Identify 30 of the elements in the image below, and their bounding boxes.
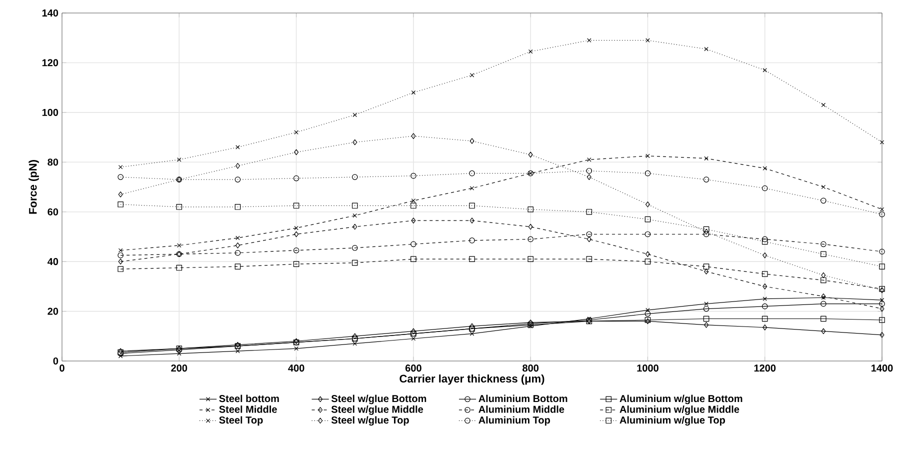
y-tick-label: 100 (42, 108, 58, 116)
legend-label: Aluminium w/glue Middle (620, 406, 740, 415)
legend-label: Steel w/glue Top (331, 416, 409, 426)
y-axis-title: Force (pN) (28, 160, 39, 214)
legend-label: Aluminium Middle (478, 406, 564, 413)
x-tick-label: 400 (288, 364, 304, 372)
x-tick-label: 1400 (872, 364, 893, 372)
legend-label: Aluminium w/glue Top (620, 416, 725, 426)
y-tick-label: 0 (53, 357, 58, 365)
legend-label: Aluminium w/glue Bottom (620, 394, 742, 404)
legend-label: Steel w/glue Bottom (331, 394, 426, 404)
x-tick-label: 600 (405, 364, 422, 372)
x-tick-label: 800 (522, 364, 539, 372)
y-tick-label: 140 (42, 9, 58, 17)
x-tick-label: 1200 (754, 364, 776, 372)
legend-label: Aluminium Bottom (478, 394, 568, 402)
legend-label: Steel w/glue Middle (331, 406, 424, 415)
legend-label: Aluminium Top (478, 416, 550, 426)
y-tick-label: 60 (48, 208, 58, 216)
y-tick-label: 120 (42, 59, 58, 66)
x-tick-label: 200 (171, 364, 188, 372)
y-tick-label: 20 (48, 308, 58, 315)
legend-label: Steel Top (219, 416, 263, 426)
y-tick-label: 40 (48, 258, 58, 266)
legend-label: Steel bottom (219, 394, 279, 402)
x-tick-label: 0 (60, 364, 64, 372)
x-tick-label: 1000 (637, 364, 658, 372)
x-axis-title: Carrier layer thickness (μm) (400, 374, 544, 385)
y-tick-label: 80 (48, 158, 58, 166)
legend-label: Steel Middle (219, 406, 277, 413)
